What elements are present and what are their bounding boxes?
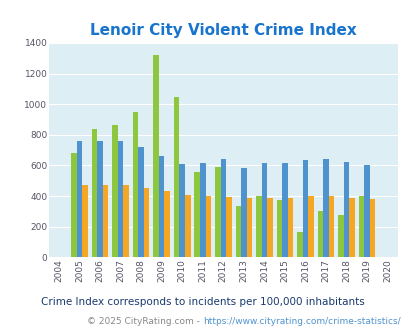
Text: © 2025 CityRating.com -: © 2025 CityRating.com - <box>87 317 202 326</box>
Bar <box>77 141 82 257</box>
Bar <box>71 153 77 257</box>
Bar <box>153 55 158 257</box>
Text: Crime Index corresponds to incidents per 100,000 inhabitants: Crime Index corresponds to incidents per… <box>41 297 364 307</box>
Bar <box>246 198 252 257</box>
Bar <box>200 163 205 257</box>
Bar <box>358 196 363 257</box>
Bar <box>317 212 322 257</box>
Bar <box>82 185 87 257</box>
Bar <box>261 163 266 257</box>
Bar <box>205 196 211 257</box>
Bar <box>138 147 143 257</box>
Bar <box>123 185 129 257</box>
Bar <box>363 165 369 257</box>
Bar <box>348 198 354 257</box>
Text: https://www.cityrating.com/crime-statistics/: https://www.cityrating.com/crime-statist… <box>202 317 400 326</box>
Bar <box>302 160 307 257</box>
Bar <box>194 172 200 257</box>
Bar <box>158 156 164 257</box>
Bar <box>226 197 231 257</box>
Bar <box>173 96 179 257</box>
Bar <box>296 232 302 257</box>
Bar <box>164 191 170 257</box>
Bar <box>241 168 246 257</box>
Bar <box>343 162 348 257</box>
Bar <box>281 163 287 257</box>
Bar <box>97 141 102 257</box>
Bar <box>266 198 272 257</box>
Bar <box>369 199 375 257</box>
Title: Lenoir City Violent Crime Index: Lenoir City Violent Crime Index <box>90 22 356 38</box>
Bar <box>337 215 343 257</box>
Bar <box>287 198 292 257</box>
Bar <box>256 196 261 257</box>
Bar <box>92 129 97 257</box>
Bar <box>117 141 123 257</box>
Bar <box>276 200 281 257</box>
Bar <box>143 188 149 257</box>
Bar <box>179 164 185 257</box>
Bar <box>220 159 226 257</box>
Bar <box>322 159 328 257</box>
Bar <box>307 196 313 257</box>
Bar <box>102 184 108 257</box>
Bar <box>132 112 138 257</box>
Bar <box>185 195 190 257</box>
Bar <box>328 196 333 257</box>
Bar <box>215 167 220 257</box>
Bar <box>112 125 117 257</box>
Bar <box>235 206 241 257</box>
